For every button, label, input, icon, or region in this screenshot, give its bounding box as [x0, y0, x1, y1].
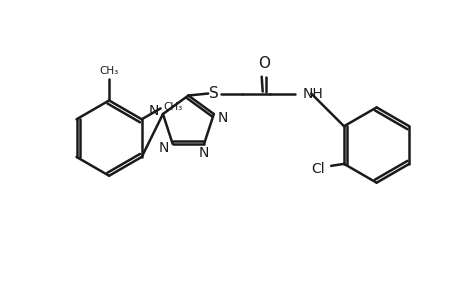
Text: S: S — [209, 86, 218, 101]
Text: N: N — [158, 141, 168, 155]
Text: CH₃: CH₃ — [99, 66, 118, 76]
Text: Cl: Cl — [311, 162, 325, 176]
Text: N: N — [149, 104, 159, 118]
Text: NH: NH — [302, 86, 322, 100]
Text: N: N — [198, 146, 209, 160]
Text: CH₃: CH₃ — [163, 102, 182, 112]
Text: O: O — [257, 56, 269, 71]
Text: N: N — [217, 111, 228, 125]
